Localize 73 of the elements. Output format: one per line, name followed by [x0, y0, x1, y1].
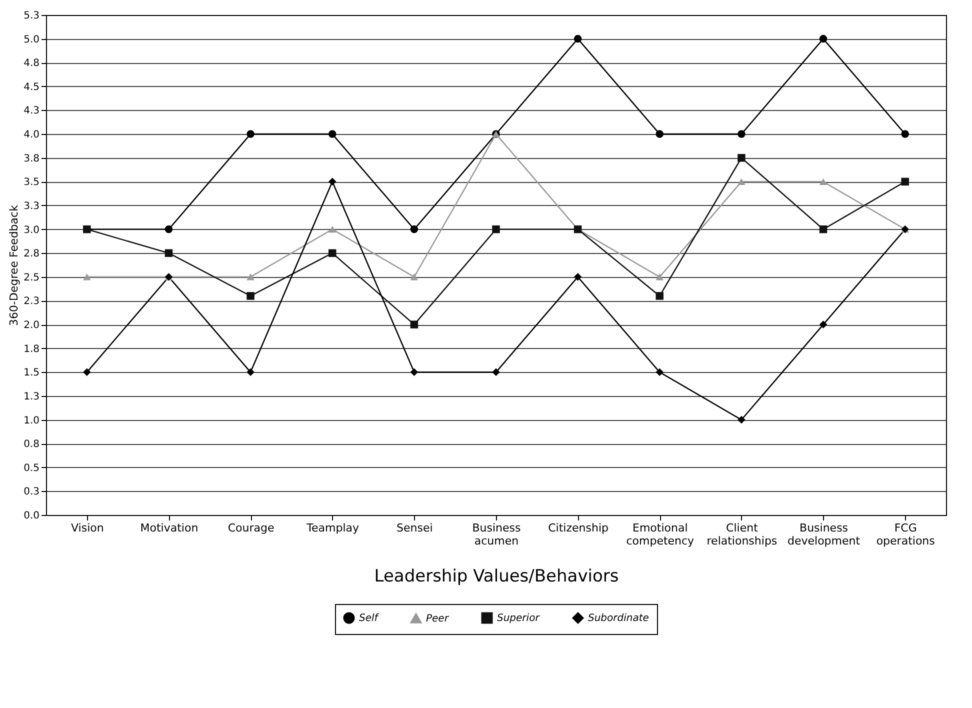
y-tick-label: 4.3	[24, 106, 40, 117]
y-tick-label: 0.5	[24, 462, 40, 474]
point	[738, 416, 746, 424]
point	[410, 368, 418, 376]
point	[819, 225, 828, 234]
x-tick-label: Citizenship	[548, 522, 609, 534]
point	[574, 273, 582, 281]
point	[410, 274, 418, 280]
y-tick-label: 3.3	[24, 200, 40, 212]
point	[901, 178, 909, 186]
point	[410, 320, 418, 328]
y-tick-label: 2.8	[24, 248, 40, 260]
x-tick-label: Courage	[228, 522, 274, 534]
x-tick-label: Business development	[787, 522, 861, 548]
y-tick-label: 3.8	[24, 153, 40, 164]
y-tick-label: 1.0	[24, 415, 40, 426]
point	[574, 34, 582, 43]
point	[246, 292, 254, 300]
y-tick-label: 4.5	[24, 82, 40, 93]
y-tick-label: 0.3	[24, 486, 40, 498]
y-tick-label: 2.0	[24, 320, 40, 332]
point	[83, 274, 91, 280]
x-tick-label: Emotional competency	[626, 522, 695, 548]
y-tick-label: 4.0	[24, 130, 40, 141]
y-tick-label: 3.5	[24, 177, 40, 188]
point	[328, 226, 336, 233]
y-tick-label: 2.3	[24, 296, 40, 308]
point	[492, 368, 500, 376]
point	[83, 368, 91, 376]
y-tick-label: 1.3	[24, 391, 40, 402]
y-axis-title: 360-Degree Feedback	[8, 204, 21, 326]
x-tick-label: Business acumen	[472, 522, 522, 548]
x-tick-label: Sensei	[396, 522, 433, 534]
point	[901, 130, 909, 138]
point	[656, 292, 664, 300]
point	[656, 368, 664, 376]
x-axis-title: Leadership Values/Behaviors	[374, 566, 619, 586]
y-tick-label: 5.0	[24, 34, 40, 46]
point	[164, 249, 173, 257]
point	[819, 320, 828, 328]
point	[492, 225, 500, 234]
y-tick-label: 2.5	[24, 272, 40, 284]
x-tick-label: Vision	[70, 522, 104, 534]
y-tick-label: 1.5	[24, 368, 40, 379]
legend-label: Peer	[426, 613, 450, 624]
point	[656, 130, 664, 138]
point	[656, 274, 664, 280]
point	[164, 225, 173, 234]
y-tick-label: 3.0	[24, 224, 40, 236]
point	[328, 130, 336, 138]
point	[246, 130, 254, 138]
y-tick-label: 1.8	[24, 344, 40, 355]
point	[328, 178, 336, 186]
x-tick-label: FCG operations	[876, 522, 936, 548]
point	[246, 368, 254, 376]
point	[246, 274, 254, 280]
point	[328, 249, 336, 257]
y-tick-label: 4.8	[24, 58, 40, 70]
point	[410, 225, 418, 234]
y-tick-label: 5.3	[24, 10, 40, 22]
y-tick-label: 0.8	[24, 439, 40, 450]
x-tick-label: Client relationships	[706, 522, 778, 548]
x-tick-label: Motivation	[140, 522, 198, 534]
y-tick-label: 0.0	[24, 510, 40, 522]
legend-label: Self	[359, 613, 380, 624]
point	[738, 178, 746, 186]
x-tick-label: Teamplay	[306, 522, 360, 534]
legend-label: Superior	[497, 613, 540, 624]
point	[819, 178, 828, 186]
point	[738, 130, 746, 138]
legend-label: Subordinate	[588, 613, 649, 624]
point	[819, 34, 828, 43]
point	[738, 154, 746, 162]
